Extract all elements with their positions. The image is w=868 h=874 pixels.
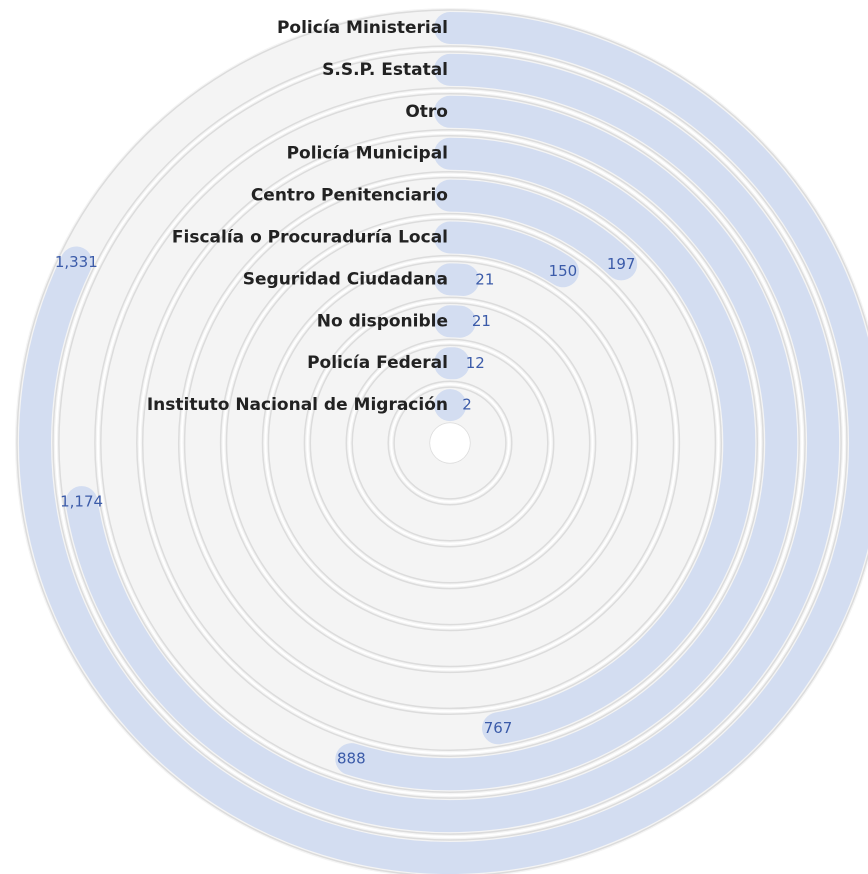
ring-outline [177, 170, 723, 716]
ring-outline [261, 254, 639, 632]
category-label: Instituto Nacional de Migración [147, 395, 448, 415]
ring-outline [303, 296, 597, 590]
ring-outline [309, 302, 591, 584]
radial-bar [434, 137, 756, 745]
ring-outline [393, 386, 507, 500]
value-label: 767 [484, 719, 513, 737]
value-label: 150 [549, 262, 578, 280]
category-label: Otro [405, 102, 448, 122]
ring-outline [387, 380, 513, 506]
radial-bar [434, 221, 579, 288]
category-label: No disponible [317, 311, 448, 331]
value-label: 12 [466, 354, 485, 372]
center-hole [430, 423, 470, 463]
ring-outline [345, 338, 555, 548]
ring-outline [351, 344, 549, 542]
ring-outline [100, 93, 800, 793]
ring-outline [267, 260, 633, 626]
category-label: Seguridad Ciudadana [243, 269, 448, 289]
category-label: S.S.P. Estatal [322, 60, 448, 80]
radial-bar [434, 263, 480, 296]
value-label: 21 [475, 270, 494, 288]
value-label: 21 [472, 312, 491, 330]
category-label: Policía Municipal [287, 144, 448, 164]
value-label: 888 [337, 750, 366, 768]
ring-outline [141, 134, 759, 752]
ring-outline [16, 9, 868, 874]
value-label: 1,331 [55, 253, 98, 271]
value-label: 2 [462, 396, 472, 414]
ring-outline [58, 51, 842, 835]
radial-bar [19, 12, 868, 874]
ring-outline [219, 212, 681, 674]
category-label: Centro Penitenciario [251, 186, 448, 206]
radial-bar [434, 179, 638, 281]
radial-bar [335, 95, 798, 791]
ring-outline [52, 45, 848, 841]
ring-outline [183, 176, 717, 710]
value-label: 1,174 [60, 493, 103, 511]
ring-outline [136, 129, 764, 757]
value-label: 197 [607, 255, 636, 273]
category-label: Fiscalía o Procuraduría Local [172, 228, 448, 248]
category-label: Policía Ministerial [277, 18, 448, 38]
ring-outline [94, 87, 806, 799]
category-label: Policía Federal [307, 353, 448, 373]
ring-outline [225, 218, 675, 668]
radial-bar [65, 53, 840, 833]
